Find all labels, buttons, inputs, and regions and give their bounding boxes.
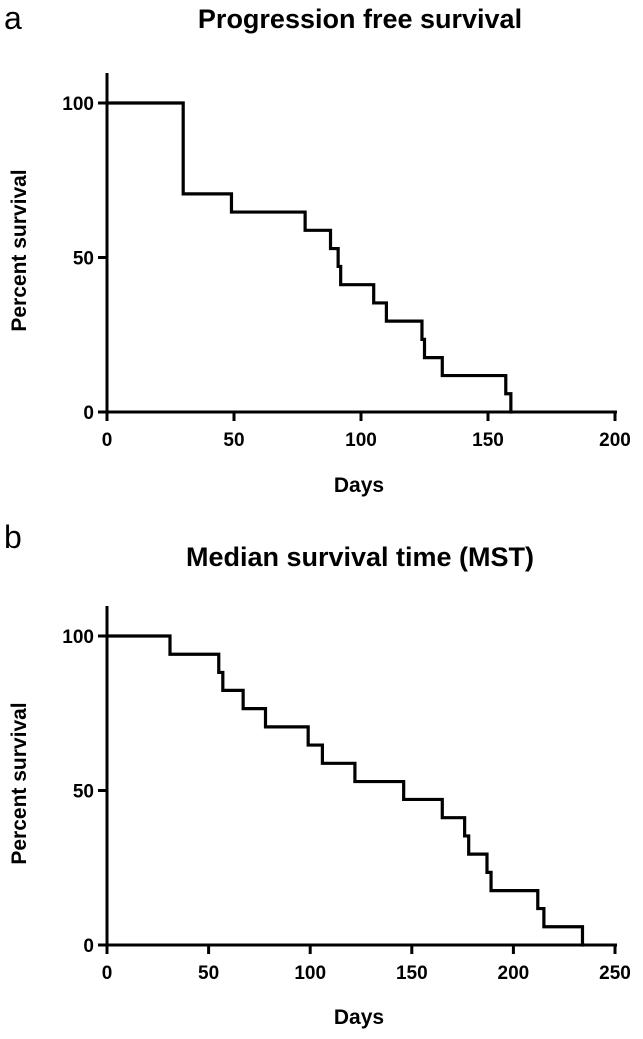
x-tick-label: 100 xyxy=(345,430,377,451)
y-tick-label: 100 xyxy=(62,94,94,115)
survival-step-line xyxy=(105,634,585,947)
y-tick-label: 50 xyxy=(73,249,94,270)
x-axis-label: Days xyxy=(334,1006,384,1029)
panel-label: b xyxy=(4,519,22,555)
chart-title: Progression free survival xyxy=(198,4,522,34)
x-tick-label: 250 xyxy=(599,963,631,984)
survival-chart-b: Median survival time (MST) 0 50 100 0 50 100 15… xyxy=(8,542,631,1029)
y-axis-label: Percent survival xyxy=(8,702,31,864)
x-tick-label: 150 xyxy=(472,430,504,451)
x-tick-label: 200 xyxy=(599,430,631,451)
x-tick-label: 50 xyxy=(198,963,219,984)
x-tick-label: 50 xyxy=(223,430,244,451)
panel-label: a xyxy=(4,0,22,36)
x-tick-label: 0 xyxy=(102,430,113,451)
x-tick-label: 150 xyxy=(396,963,428,984)
chart-panel-b: b Median survival time (MST) 0 50 100 0 50 100… xyxy=(0,519,643,1039)
chart-panel-a: a Progression free survival 0 50 100 0 50 100 1… xyxy=(0,0,643,519)
y-tick-label: 0 xyxy=(83,403,94,424)
x-axis-label: Days xyxy=(334,474,384,497)
y-tick-label: 50 xyxy=(73,782,94,803)
x-tick-label: 200 xyxy=(498,963,530,984)
x-tick-label: 0 xyxy=(102,963,113,984)
y-axis-label: Percent survival xyxy=(8,169,31,331)
x-tick-label: 100 xyxy=(294,963,326,984)
survival-step-line xyxy=(105,101,513,414)
chart-title: Median survival time (MST) xyxy=(186,542,534,572)
survival-chart-a: Progression free survival 0 50 100 0 50 100 150… xyxy=(8,4,631,497)
y-tick-label: 0 xyxy=(83,936,94,957)
y-tick-label: 100 xyxy=(62,627,94,648)
